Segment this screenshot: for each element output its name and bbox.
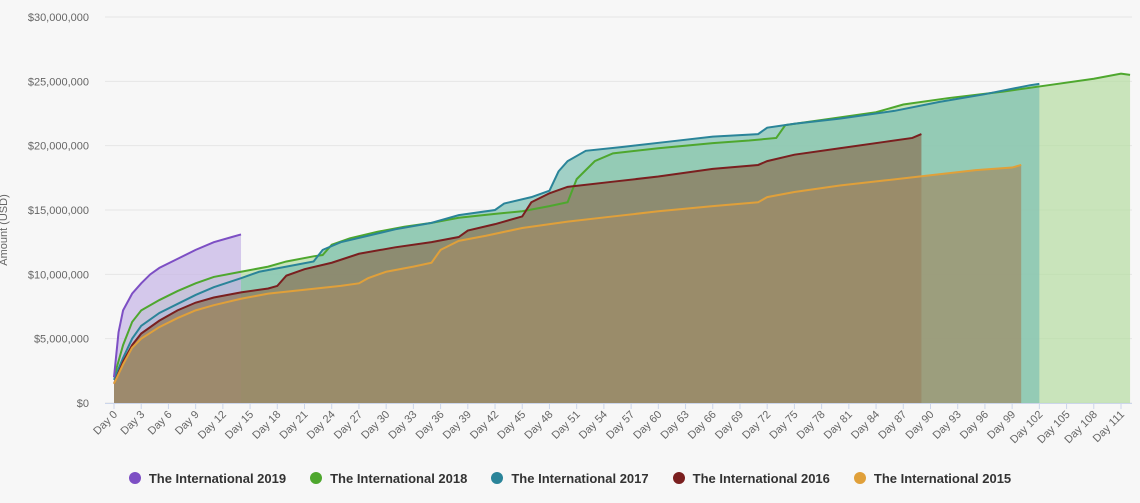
prize-pool-chart: $0 $5,000,000 $10,000,000 $15,000,000 $20,00… <box>0 12 1132 446</box>
series-line <box>113 233 242 378</box>
y-tick-label: $0 <box>77 398 89 410</box>
x-tick-label: Day 81 <box>822 409 855 442</box>
legend-label: The International 2017 <box>511 470 649 486</box>
x-tick-label: Day 15 <box>223 409 256 442</box>
x-tick-label: Day 84 <box>849 409 882 442</box>
y-tick-label: $30,000,000 <box>28 12 89 24</box>
series-line <box>113 164 1022 385</box>
x-tick-label: Day 24 <box>305 409 338 442</box>
x-tick-label: Day 90 <box>903 409 936 442</box>
x-tick-label: Day 78 <box>795 409 828 442</box>
x-tick-label: Day 54 <box>577 409 610 442</box>
x-tick-label: Day 87 <box>876 409 909 442</box>
legend-marker-icon <box>128 472 141 484</box>
x-tick-label: Day 3 <box>119 409 148 438</box>
x-tick-label: Day 51 <box>550 409 583 442</box>
series-area <box>114 164 1022 403</box>
x-tick-label: Day 45 <box>495 409 528 442</box>
x-tick-label: Day 21 <box>278 409 311 442</box>
x-tick-label: Day 48 <box>522 409 555 442</box>
x-tick-label: Day 93 <box>931 409 964 442</box>
x-tick-label: Day 96 <box>958 409 991 442</box>
legend-label: The International 2016 <box>692 470 830 486</box>
x-tick-label: Day 63 <box>659 409 692 442</box>
legend-marker-icon <box>853 472 866 484</box>
x-tick-label: Day 60 <box>631 409 664 442</box>
x-tick-label: Day 30 <box>359 409 392 442</box>
legend-item-ti2016[interactable]: The International 2016 <box>672 470 830 486</box>
legend-item-ti2019[interactable]: The International 2019 <box>128 470 287 486</box>
y-tick-label: $25,000,000 <box>28 76 89 88</box>
x-tick-label: Day 69 <box>713 409 746 442</box>
y-axis-ticks: $0 $5,000,000 $10,000,000 $15,000,000 $20,00… <box>28 12 89 410</box>
y-axis-title: Amount (USD) <box>0 194 10 266</box>
x-tick-label: Day 33 <box>386 409 419 442</box>
legend-marker-icon <box>672 472 685 484</box>
x-tick-label: Day 36 <box>414 409 447 442</box>
legend-label: The International 2015 <box>873 470 1012 486</box>
legend: The International 2019 The International… <box>0 468 1140 488</box>
x-tick-label: Day 18 <box>250 409 283 442</box>
x-tick-label: Day 27 <box>332 409 365 442</box>
legend-label: The International 2018 <box>330 470 468 486</box>
x-tick-label: Day 72 <box>740 409 773 442</box>
x-tick-label: Day 39 <box>441 409 474 442</box>
series-lines <box>113 72 1131 385</box>
x-tick-label: Day 75 <box>767 409 800 442</box>
x-tick-label: Day 0 <box>91 409 120 438</box>
series-line <box>113 82 1040 381</box>
y-tick-label: $10,000,000 <box>28 269 89 281</box>
legend-label: The International 2019 <box>148 470 287 486</box>
x-tick-label: Day 12 <box>196 409 229 442</box>
y-tick-label: $15,000,000 <box>28 205 89 217</box>
legend-marker-icon <box>491 472 504 484</box>
x-tick-label: Day 6 <box>146 409 175 438</box>
y-tick-label: $5,000,000 <box>34 334 89 346</box>
y-tick-label: $20,000,000 <box>28 141 89 153</box>
x-tick-label: Day 66 <box>686 409 719 442</box>
series-line <box>113 133 922 385</box>
legend-item-ti2017[interactable]: The International 2017 <box>491 470 649 486</box>
series-areas <box>114 73 1131 403</box>
series-line <box>113 72 1131 378</box>
x-tick-label: Day 57 <box>604 409 637 442</box>
legend-item-ti2015[interactable]: The International 2015 <box>853 470 1012 486</box>
legend-item-ti2018[interactable]: The International 2018 <box>310 471 467 486</box>
x-tick-label: Day 42 <box>468 409 501 442</box>
legend-marker-icon <box>310 472 323 484</box>
